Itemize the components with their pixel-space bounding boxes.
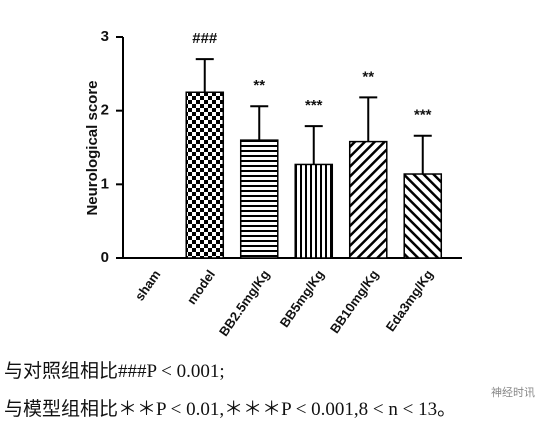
x-tick-label: BB2.5mg/Kg [216,267,273,339]
x-tick-label: sham [132,267,164,303]
bar [185,91,225,259]
x-tick-label: BB10mg/Kg [327,267,382,336]
y-tick-label: 3 [101,28,109,45]
caption-line: 与对照组相比###P < 0.001; [4,361,225,382]
significance-label: *** [305,97,323,114]
error-bar [359,96,378,142]
watermark: 神经时讯 [491,386,535,399]
error-bar [250,105,269,141]
significance-label: ** [362,68,374,85]
significance-label: *** [414,107,432,124]
x-tick-label: model [184,267,218,307]
caption-line: 与模型组相比＊＊P < 0.01,＊＊＊P < 0.001,8 < n < 13… [4,399,457,420]
x-tick-label: BB5mg/Kg [277,267,327,330]
bar [239,139,279,259]
error-bar [413,134,432,175]
significance-label: ** [253,77,265,94]
error-bar [195,58,214,93]
bar [294,163,334,259]
y-tick-label: 0 [101,249,109,266]
bar [403,173,443,259]
error-bar [304,125,323,165]
significance-label: ### [192,30,218,47]
bar [348,140,388,259]
y-tick-label: 2 [101,102,109,119]
y-tick-label: 1 [101,175,109,192]
y-axis-label: Neurological score [84,80,101,215]
x-tick-label: Eda3mg/Kg [383,267,436,334]
chart: Neurological score 0 1 2 3 sham model ### BB2.5… [84,28,462,339]
